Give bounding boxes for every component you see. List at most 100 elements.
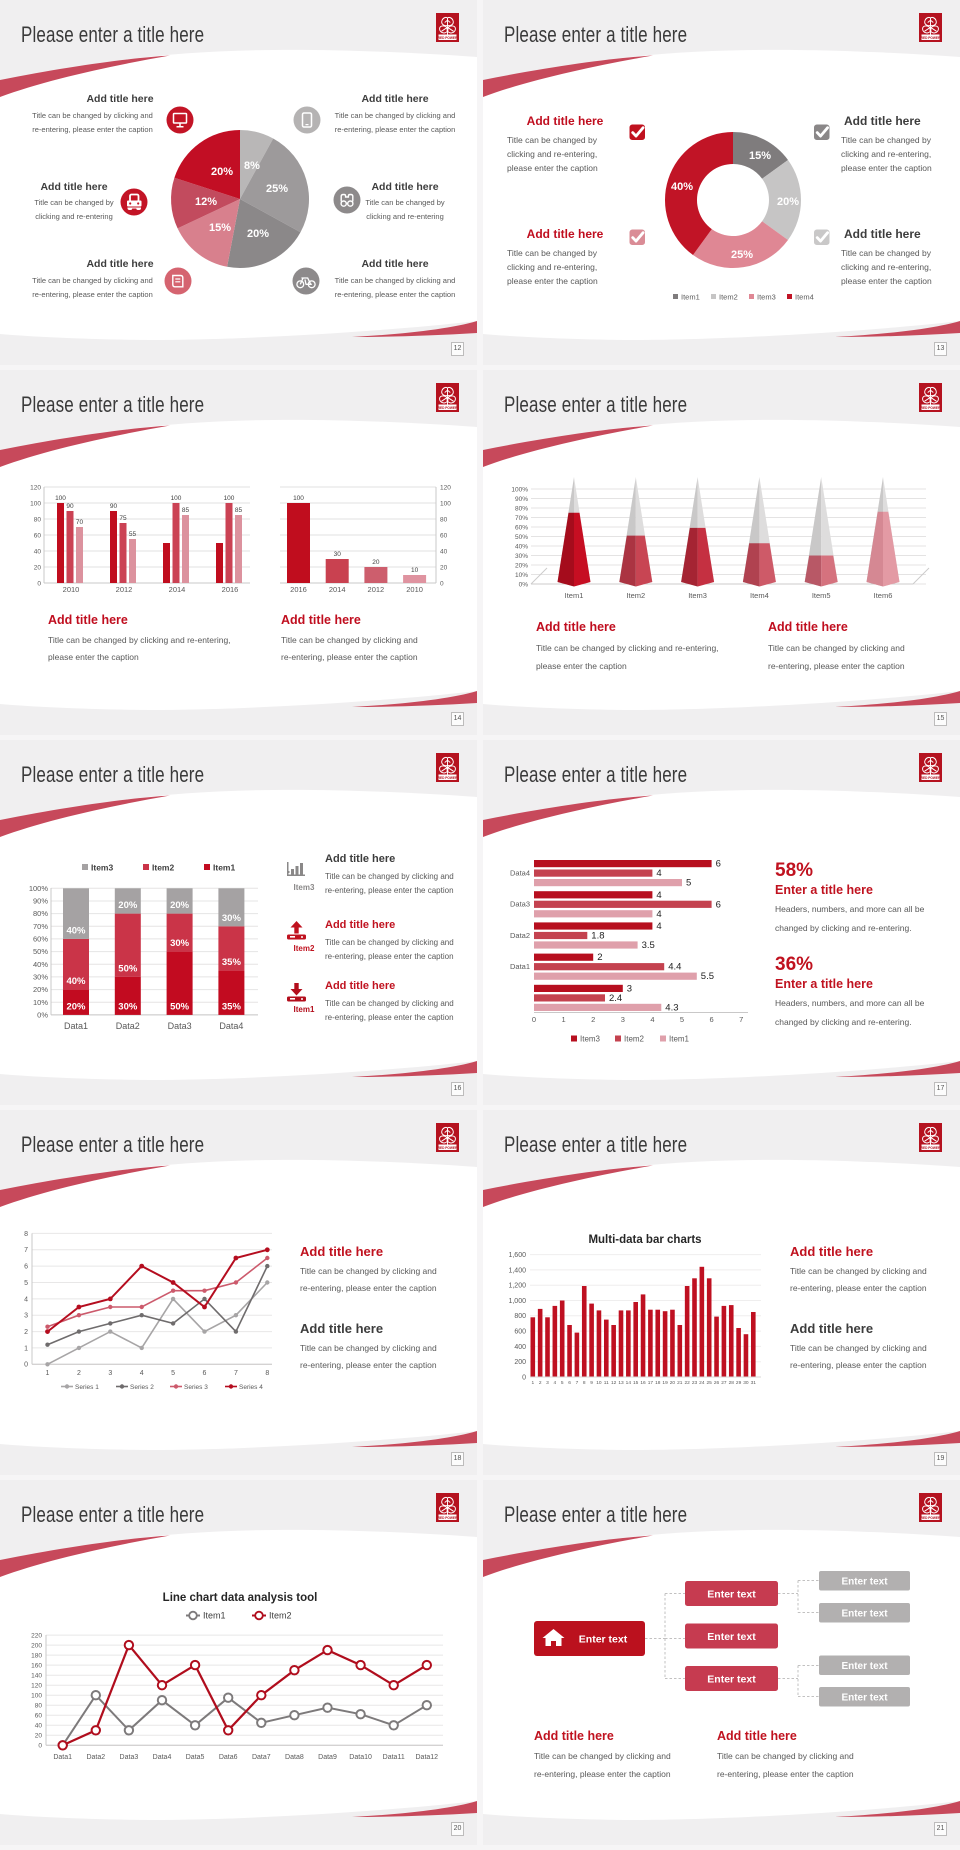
- svg-text:100%: 100%: [511, 486, 528, 493]
- svg-text:2012: 2012: [368, 585, 385, 594]
- svg-text:10: 10: [411, 567, 419, 574]
- svg-text:3: 3: [621, 1015, 625, 1024]
- svg-text:RED POWER: RED POWER: [921, 406, 941, 410]
- svg-text:20%: 20%: [777, 196, 799, 208]
- svg-text:2012: 2012: [116, 585, 133, 594]
- svg-text:12: 12: [611, 1380, 617, 1386]
- svg-text:100%: 100%: [29, 884, 49, 893]
- svg-text:1: 1: [531, 1380, 534, 1386]
- svg-text:Item2: Item2: [152, 863, 174, 873]
- svg-text:2: 2: [597, 952, 602, 963]
- svg-text:40%: 40%: [515, 543, 528, 550]
- svg-text:Data7: Data7: [252, 1754, 271, 1761]
- svg-text:Data12: Data12: [416, 1754, 439, 1761]
- svg-text:8: 8: [583, 1380, 586, 1386]
- svg-text:600: 600: [514, 1329, 526, 1336]
- svg-text:22: 22: [684, 1380, 690, 1386]
- svg-text:8%: 8%: [244, 160, 260, 172]
- svg-text:40: 40: [35, 1723, 43, 1730]
- svg-text:30%: 30%: [118, 1001, 138, 1012]
- svg-text:19: 19: [662, 1380, 668, 1386]
- svg-text:0: 0: [37, 580, 41, 587]
- svg-text:Data6: Data6: [219, 1754, 238, 1761]
- svg-text:Enter text: Enter text: [841, 1693, 888, 1704]
- svg-text:2016: 2016: [222, 585, 239, 594]
- svg-text:40%: 40%: [33, 960, 48, 969]
- svg-text:Data9: Data9: [318, 1754, 337, 1761]
- svg-text:3: 3: [546, 1380, 549, 1386]
- svg-text:RED POWER: RED POWER: [438, 1146, 458, 1150]
- svg-text:Data2: Data2: [116, 1021, 140, 1031]
- svg-text:4.4: 4.4: [668, 962, 681, 973]
- svg-text:17: 17: [648, 1380, 654, 1386]
- svg-text:15: 15: [633, 1380, 639, 1386]
- svg-text:50%: 50%: [118, 963, 138, 974]
- svg-text:160: 160: [31, 1662, 42, 1669]
- svg-text:RED POWER: RED POWER: [921, 36, 941, 40]
- svg-text:Series 1: Series 1: [75, 1384, 99, 1391]
- svg-text:7: 7: [234, 1370, 238, 1377]
- svg-text:Item1: Item1: [681, 293, 700, 302]
- svg-text:Data2: Data2: [510, 931, 530, 940]
- svg-text:60: 60: [34, 532, 42, 539]
- svg-text:8: 8: [265, 1370, 269, 1377]
- svg-text:Enter text: Enter text: [707, 1674, 756, 1686]
- svg-text:60: 60: [440, 532, 448, 539]
- svg-text:Data2: Data2: [86, 1754, 105, 1761]
- svg-text:Enter text: Enter text: [579, 1634, 628, 1646]
- svg-text:90: 90: [110, 503, 118, 510]
- svg-text:40%: 40%: [671, 181, 693, 193]
- svg-text:100: 100: [440, 500, 451, 507]
- svg-text:Data8: Data8: [285, 1754, 304, 1761]
- svg-text:100: 100: [224, 495, 235, 502]
- svg-text:0%: 0%: [37, 1011, 48, 1020]
- svg-text:80%: 80%: [515, 505, 528, 512]
- svg-text:Data5: Data5: [186, 1754, 205, 1761]
- svg-text:2010: 2010: [406, 585, 423, 594]
- svg-text:400: 400: [514, 1344, 526, 1351]
- svg-text:80: 80: [34, 516, 42, 523]
- svg-text:Item1: Item1: [565, 591, 584, 600]
- svg-text:Data1: Data1: [510, 962, 530, 971]
- svg-text:Data4: Data4: [510, 869, 530, 878]
- svg-text:RED POWER: RED POWER: [438, 36, 458, 40]
- svg-text:85: 85: [235, 507, 243, 514]
- svg-text:10%: 10%: [33, 998, 48, 1007]
- svg-text:2: 2: [77, 1370, 81, 1377]
- svg-text:6: 6: [24, 1264, 28, 1271]
- svg-text:Series 2: Series 2: [130, 1384, 154, 1391]
- svg-text:Item3: Item3: [757, 293, 776, 302]
- svg-text:4: 4: [650, 1015, 654, 1024]
- svg-text:180: 180: [31, 1652, 42, 1659]
- svg-text:Multi-data bar charts: Multi-data bar charts: [588, 1234, 701, 1246]
- svg-text:9: 9: [590, 1380, 593, 1386]
- svg-text:2.4: 2.4: [609, 993, 622, 1004]
- svg-text:2: 2: [24, 1329, 28, 1336]
- svg-text:5: 5: [680, 1015, 684, 1024]
- svg-text:2014: 2014: [329, 585, 346, 594]
- svg-text:6: 6: [716, 859, 721, 870]
- svg-text:RED POWER: RED POWER: [921, 1516, 941, 1520]
- svg-text:5.5: 5.5: [701, 971, 714, 982]
- svg-text:4: 4: [656, 890, 661, 901]
- svg-text:20: 20: [372, 559, 380, 566]
- svg-text:30%: 30%: [170, 938, 190, 949]
- svg-text:Enter text: Enter text: [841, 1609, 888, 1620]
- svg-text:40: 40: [34, 548, 42, 555]
- svg-text:50%: 50%: [170, 1001, 190, 1012]
- svg-text:25: 25: [707, 1380, 713, 1386]
- svg-text:Item2: Item2: [624, 1035, 645, 1044]
- svg-text:28: 28: [729, 1380, 735, 1386]
- svg-text:7: 7: [576, 1380, 579, 1386]
- svg-text:Enter text: Enter text: [841, 1661, 888, 1672]
- svg-text:29: 29: [736, 1380, 742, 1386]
- svg-text:Item3: Item3: [580, 1035, 601, 1044]
- svg-text:14: 14: [626, 1380, 632, 1386]
- svg-text:20%: 20%: [247, 228, 269, 240]
- svg-text:Series 3: Series 3: [184, 1384, 208, 1391]
- svg-text:4: 4: [656, 921, 661, 932]
- svg-text:Enter text: Enter text: [707, 1589, 756, 1601]
- svg-text:7: 7: [24, 1247, 28, 1254]
- svg-text:Data3: Data3: [510, 900, 530, 909]
- svg-text:20%: 20%: [515, 562, 528, 569]
